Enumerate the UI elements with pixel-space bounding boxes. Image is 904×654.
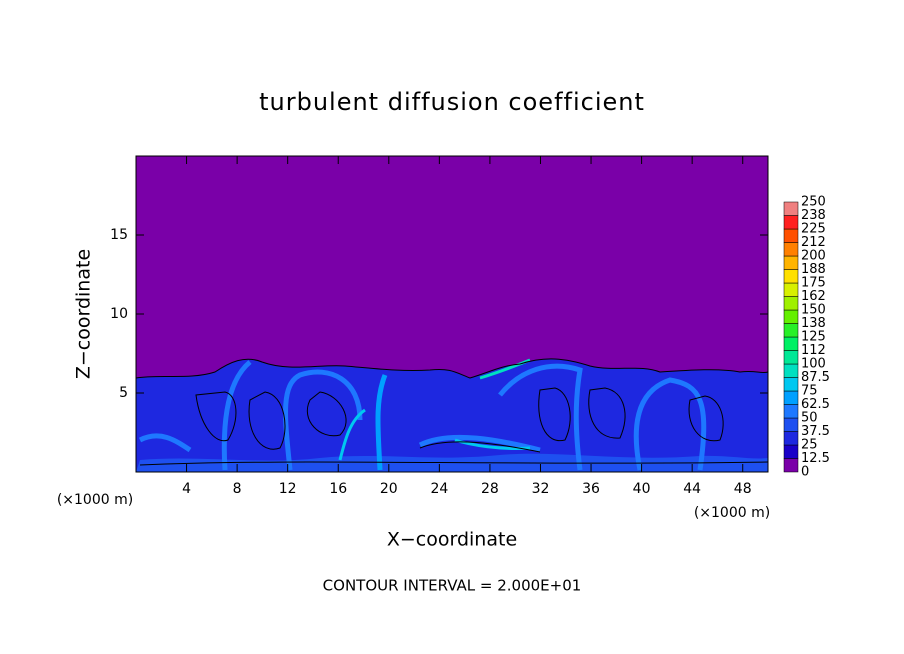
x-tick-label: 24 xyxy=(430,481,448,497)
x-tick-label: 32 xyxy=(532,481,550,497)
field xyxy=(135,156,769,472)
colorbar-box xyxy=(783,242,799,257)
colorbar-label: 200 xyxy=(801,249,826,264)
colorbar-label: 175 xyxy=(801,276,826,291)
x-tick-label: 48 xyxy=(734,481,752,497)
colorbar-box xyxy=(783,282,799,297)
colorbar-label: 238 xyxy=(801,208,826,223)
colorbar-label: 188 xyxy=(801,262,826,277)
colorbar-box xyxy=(783,431,799,446)
footer-note: CONTOUR INTERVAL = 2.000E+01 xyxy=(323,577,582,595)
colorbar-box xyxy=(783,215,799,230)
field-swirls xyxy=(138,358,707,471)
colorbar-label: 0 xyxy=(801,465,809,480)
x-tick-label: 28 xyxy=(481,481,499,497)
colorbar-box xyxy=(783,296,799,311)
x-tick-label: 40 xyxy=(633,481,651,497)
colorbar-box xyxy=(783,444,799,459)
field-band xyxy=(136,358,768,472)
colorbar-label: 138 xyxy=(801,316,826,331)
colorbar-label: 125 xyxy=(801,330,826,345)
colorbar-box xyxy=(783,309,799,324)
colorbar-label: 37.5 xyxy=(801,424,830,439)
colorbar-label: 250 xyxy=(801,195,826,210)
x-axis-label: X−coordinate xyxy=(387,529,517,551)
x-unit-label: (×1000 m) xyxy=(57,492,133,508)
colorbar-label: 112 xyxy=(801,343,826,358)
colorbar-box xyxy=(783,390,799,405)
y-tick-label: 10 xyxy=(110,306,128,322)
x-tick-label: 20 xyxy=(380,481,398,497)
chart-title: turbulent diffusion coefficient xyxy=(259,88,645,116)
y-axis-label: Z−coordinate xyxy=(73,249,95,379)
x-unit-label: (×1000 m) xyxy=(694,505,770,521)
colorbar-box xyxy=(783,363,799,378)
colorbar-box xyxy=(783,255,799,270)
y-tick-label: 15 xyxy=(110,227,128,243)
x-tick-label: 12 xyxy=(279,481,297,497)
colorbar-label: 150 xyxy=(801,303,826,318)
colorbar-label: 25 xyxy=(801,438,818,453)
colorbar-box xyxy=(783,417,799,432)
colorbar-box xyxy=(783,350,799,365)
colorbar-box xyxy=(783,404,799,419)
colorbar-label: 75 xyxy=(801,384,818,399)
colorbar-box xyxy=(783,323,799,338)
colorbar-label: 100 xyxy=(801,357,826,372)
colorbar-box xyxy=(783,228,799,243)
colorbar-label: 62.5 xyxy=(801,397,830,412)
contour-lines xyxy=(135,358,769,466)
colorbar-label: 225 xyxy=(801,222,826,237)
y-tick-label: 5 xyxy=(119,385,128,401)
colorbar-label: 87.5 xyxy=(801,370,830,385)
colorbar-box xyxy=(783,377,799,392)
x-tick-label: 4 xyxy=(182,481,191,497)
colorbar-box xyxy=(783,458,799,473)
colorbar-box xyxy=(783,336,799,351)
x-tick-label: 16 xyxy=(329,481,347,497)
colorbar-label: 12.5 xyxy=(801,451,830,466)
x-tick-label: 44 xyxy=(683,481,701,497)
colorbar-box xyxy=(783,201,799,216)
x-tick-label: 8 xyxy=(233,481,242,497)
colorbar-box xyxy=(783,269,799,284)
x-tick-label: 36 xyxy=(582,481,600,497)
colorbar-label: 212 xyxy=(801,235,826,250)
colorbar-label: 162 xyxy=(801,289,826,304)
colorbar-label: 50 xyxy=(801,411,818,426)
